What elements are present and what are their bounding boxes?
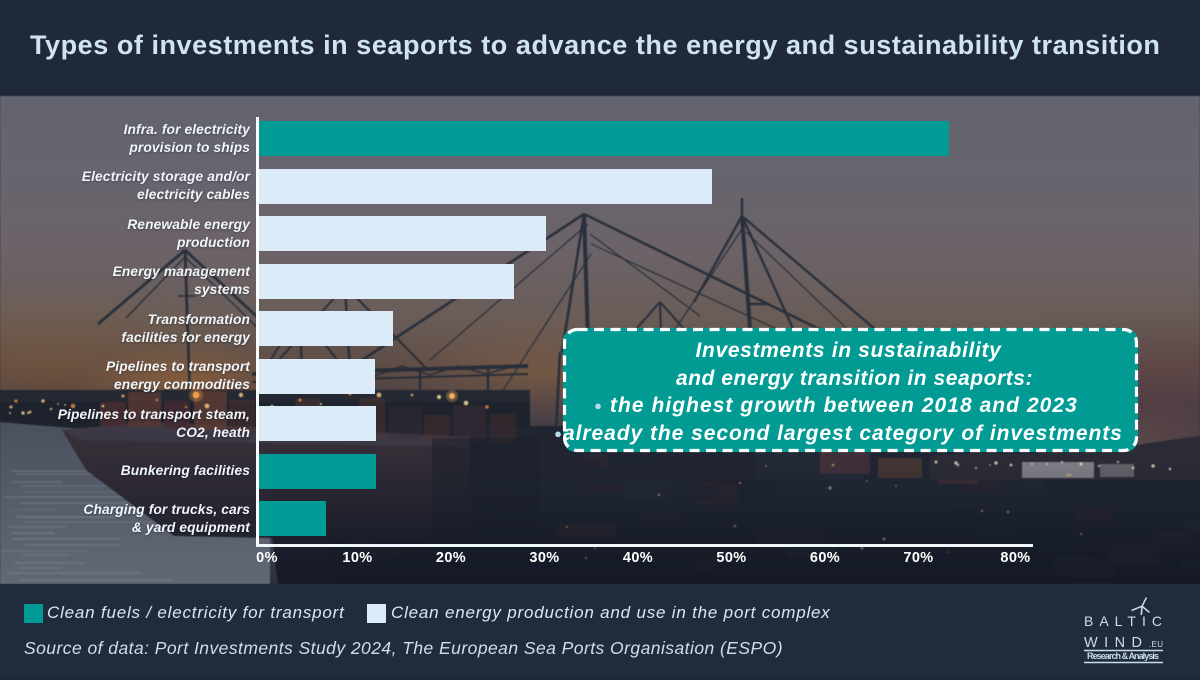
svg-text:WIND: WIND bbox=[1084, 635, 1142, 651]
svg-text:.EU: .EU bbox=[1149, 640, 1163, 649]
svg-text:BALTIC: BALTIC bbox=[1084, 613, 1162, 629]
svg-text:Research & Analysis: Research & Analysis bbox=[1087, 651, 1159, 661]
